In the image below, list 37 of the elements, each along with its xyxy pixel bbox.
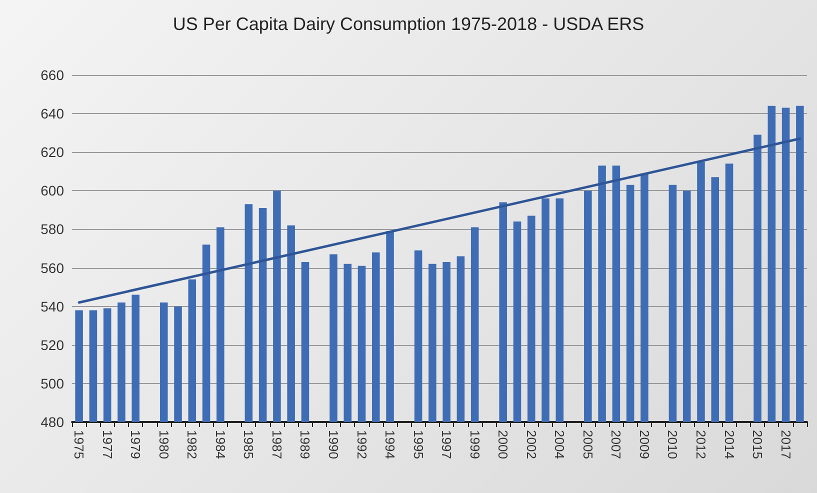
- y-tick-label: 620: [40, 144, 64, 160]
- x-tick-label: 1992: [354, 430, 370, 459]
- x-tick-label: 2002: [524, 430, 539, 459]
- y-tick-label: 520: [40, 336, 64, 353]
- x-tick-label: 2010: [665, 430, 680, 459]
- y-tick-label: 540: [40, 298, 64, 314]
- y-tick-label: 660: [40, 67, 64, 83]
- x-tick-label: 1984: [212, 430, 228, 459]
- x-tick-label: 1985: [241, 430, 256, 459]
- x-tick-label: 1995: [410, 430, 426, 459]
- x-tick-label: 1999: [467, 430, 482, 459]
- x-tick-label: 1979: [128, 430, 144, 459]
- x-tick-label: 1989: [298, 430, 313, 459]
- y-tick-label: 560: [40, 260, 64, 276]
- x-tick-label: 1994: [382, 430, 398, 459]
- x-tick-label: 2009: [636, 430, 652, 459]
- y-tick-label: 480: [40, 414, 64, 430]
- x-tick-label: 2012: [693, 430, 708, 459]
- x-tick-label: 1982: [184, 430, 200, 459]
- x-tick-label: 1980: [156, 430, 172, 459]
- x-tick-label: 2015: [750, 430, 766, 459]
- y-tick-label: 640: [40, 106, 64, 122]
- y-tick-label: 500: [40, 375, 64, 392]
- x-tick-label: 1977: [100, 430, 115, 459]
- x-tick-label: 1987: [269, 430, 284, 459]
- y-tick-label: 580: [40, 221, 64, 238]
- x-tick-label: 2000: [496, 430, 511, 459]
- x-tick-label: 1990: [326, 430, 341, 459]
- x-tick-label: 2014: [722, 430, 737, 459]
- chart-title: US Per Capita Dairy Consumption 1975-2018 - USDA ERS: [172, 14, 644, 34]
- x-tick-label: 1997: [439, 430, 454, 459]
- x-tick-label: 2005: [580, 430, 596, 459]
- x-tick-label: 2007: [608, 430, 624, 459]
- y-tick-label: 600: [40, 182, 64, 199]
- x-tick-label: 1975: [72, 430, 87, 459]
- x-tick-label: 2017: [778, 430, 794, 459]
- x-tick-label: 2004: [552, 430, 568, 459]
